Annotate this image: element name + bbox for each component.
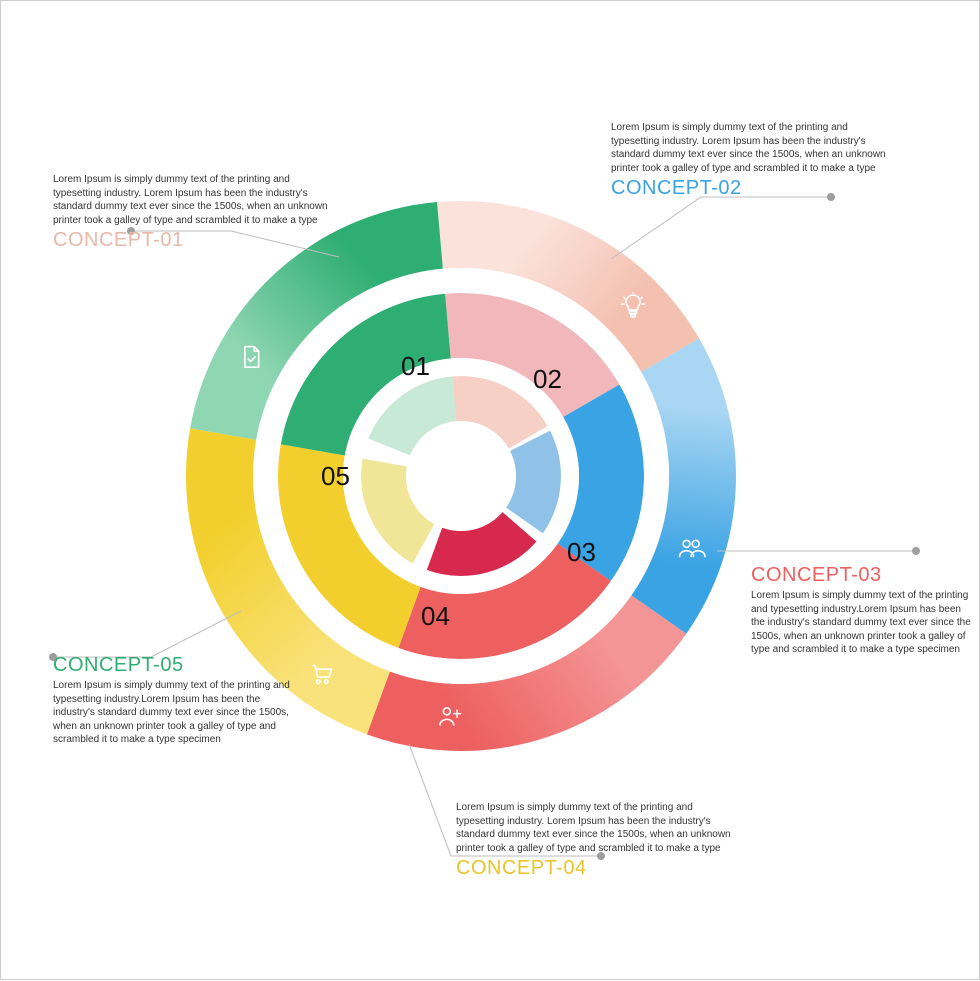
concept-title-04: CONCEPT-04 (456, 855, 836, 882)
callout-03: CONCEPT-03Lorem Ipsum is simply dummy te… (751, 556, 971, 657)
leader-dot-03 (912, 547, 920, 555)
concept-text-01: Lorem Ipsum is simply dummy text of the … (53, 173, 333, 227)
concept-text-02: Lorem Ipsum is simply dummy text of the … (611, 121, 891, 175)
callout-01: Lorem Ipsum is simply dummy text of the … (53, 173, 423, 258)
leader-line-02 (611, 197, 831, 259)
concept-text-03: Lorem Ipsum is simply dummy text of the … (751, 589, 971, 657)
callout-05: CONCEPT-05Lorem Ipsum is simply dummy te… (53, 646, 303, 747)
infographic-stage: 01 02 03 04 05 Lorem Ipsum is simply dummy te… (1, 1, 979, 979)
callout-04: Lorem Ipsum is simply dummy text of the … (456, 801, 836, 886)
concept-text-04: Lorem Ipsum is simply dummy text of the … (456, 801, 736, 855)
ring-number-01: 01 (401, 351, 430, 382)
concept-title-01: CONCEPT-01 (53, 227, 423, 254)
ring-number-03: 03 (567, 537, 596, 568)
ring-number-05: 05 (321, 461, 350, 492)
callout-02: Lorem Ipsum is simply dummy text of the … (611, 121, 961, 206)
concept-title-05: CONCEPT-05 (53, 652, 303, 679)
ring-number-04: 04 (421, 601, 450, 632)
concept-title-02: CONCEPT-02 (611, 175, 961, 202)
center-hole (406, 421, 516, 531)
concept-title-03: CONCEPT-03 (751, 562, 971, 589)
concept-text-05: Lorem Ipsum is simply dummy text of the … (53, 679, 303, 747)
ring-number-02: 02 (533, 364, 562, 395)
